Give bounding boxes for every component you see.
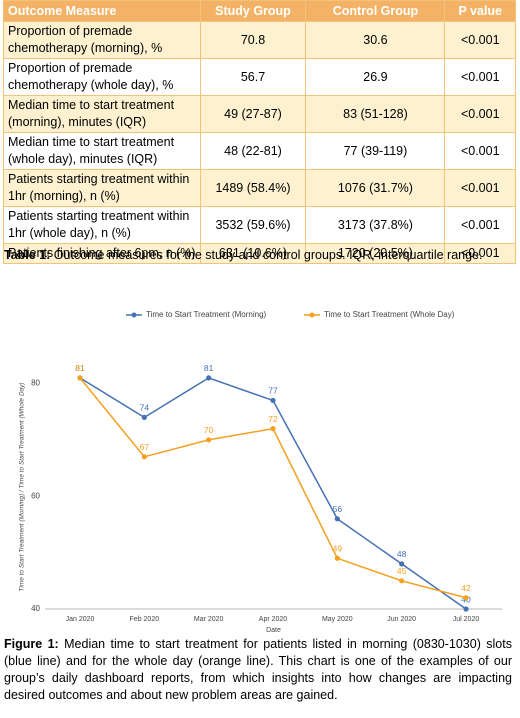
data-label: 42 (461, 583, 471, 593)
data-point (399, 578, 405, 584)
x-axis-label: Date (266, 627, 281, 634)
table-row: Patients starting treatment within 1hr (… (3, 206, 516, 244)
table-cell: 631 (10.6%) (199, 243, 307, 264)
data-point (399, 561, 405, 567)
table-cell: Study Group (199, 0, 307, 22)
table-row: Median time to start treatment (whole da… (3, 132, 516, 170)
table-cell: 77 (39-119) (305, 132, 446, 170)
data-label: 70 (204, 425, 214, 435)
table-cell: 56.7 (199, 58, 307, 96)
table-cell: 3173 (37.8%) (305, 206, 446, 244)
legend-label: Time to Start Treatment (Whole Day) (324, 310, 455, 319)
x-tick-label: Jul 2020 (453, 616, 480, 623)
caption-label: Figure 1: (4, 637, 59, 651)
y-tick-label: 80 (31, 379, 40, 388)
data-label: 67 (140, 442, 150, 452)
data-point (141, 454, 147, 460)
data-point (141, 414, 147, 420)
data-label: 45 (397, 566, 407, 576)
table-caption: Table 1: Outcome measures for the study … (4, 248, 514, 262)
x-tick-label: Feb 2020 (130, 616, 160, 623)
table-cell: Median time to start treatment (whole da… (3, 132, 201, 170)
data-point (77, 375, 83, 381)
outcome-table: Outcome Measure Study Group Control Group P… (3, 0, 516, 264)
table-cell: Proportion of premade chemotherapy (whol… (3, 58, 201, 96)
data-label: 48 (397, 549, 407, 559)
data-point (463, 606, 469, 612)
table-cell: 26.9 (305, 58, 446, 96)
data-label: 77 (268, 386, 278, 396)
table-row: Outcome Measure Study Group Control Group P… (3, 0, 516, 22)
y-axis-label: Time to Start Treatment (Morning) / Time… (19, 382, 26, 591)
data-label: 81 (75, 363, 85, 373)
x-tick-label: Jan 2020 (66, 616, 95, 623)
table-cell: 83 (51-128) (305, 95, 446, 133)
data-point (334, 516, 340, 522)
table-cell: Patients starting treatment within 1hr (… (3, 169, 201, 207)
table-cell: <0.001 (444, 58, 516, 96)
table-cell: <0.001 (444, 243, 516, 264)
data-point (334, 555, 340, 561)
table-cell: Control Group (305, 0, 446, 22)
x-tick-label: May 2020 (322, 616, 353, 623)
table-cell: Proportion of premade chemotherapy (morn… (3, 21, 201, 59)
table-cell: Median time to start treatment (morning)… (3, 95, 201, 133)
y-tick-label: 60 (31, 491, 40, 500)
caption-text: Median time to start treatment for patie… (4, 637, 512, 702)
table-cell: 1076 (31.7%) (305, 169, 446, 207)
data-label: 74 (140, 403, 150, 413)
legend-swatch-dot (309, 312, 315, 318)
table-row: Proportion of premade chemotherapy (morn… (3, 21, 516, 59)
caption-label: Table 1: (4, 248, 51, 262)
series-line (79, 377, 467, 599)
table-cell: P value (444, 0, 516, 22)
table-cell: 3532 (59.6%) (199, 206, 307, 244)
legend-label: Time to Start Treatment (Morning) (146, 310, 267, 319)
table-cell: 30.6 (305, 21, 446, 59)
table-cell: <0.001 (444, 21, 516, 59)
table-row: Proportion of premade chemotherapy (whol… (3, 58, 516, 96)
data-point (206, 437, 212, 443)
table-cell: 49 (27-87) (199, 95, 307, 133)
table-cell: Outcome Measure (3, 0, 201, 22)
table-cell: 48 (22-81) (199, 132, 307, 170)
table-cell: Patients finishing after 6pm, n (%) (3, 243, 201, 264)
table-cell: 70.8 (199, 21, 307, 59)
table-row: Patients starting treatment within 1hr (… (3, 169, 516, 207)
data-point (463, 595, 469, 601)
figure-caption: Figure 1: Median time to start treatment… (4, 636, 512, 704)
table-cell: 1489 (58.4%) (199, 169, 307, 207)
chart: 40 60 80 Jan 2020 Feb 2020 Mar 2020 Apr 2020 Ma… (19, 310, 502, 634)
data-label: 72 (268, 414, 278, 424)
data-point (270, 426, 276, 432)
legend-swatch-dot (131, 312, 137, 318)
table-cell: <0.001 (444, 206, 516, 244)
table-cell: <0.001 (444, 132, 516, 170)
table-row: Patients finishing after 6pm, n (%) 631 (… (3, 243, 516, 264)
data-label: 81 (75, 363, 85, 373)
data-label: 56 (333, 504, 343, 514)
caption-text: Outcome measures for the study and contr… (53, 248, 483, 262)
x-tick-label: Jun 2020 (387, 616, 416, 623)
x-tick-label: Mar 2020 (194, 616, 224, 623)
data-label: 81 (204, 363, 214, 373)
table-cell: Patients starting treatment within 1hr (… (3, 206, 201, 244)
table-cell: <0.001 (444, 95, 516, 133)
table-cell: <0.001 (444, 169, 516, 207)
table-row: Median time to start treatment (morning)… (3, 95, 516, 133)
data-point (270, 397, 276, 404)
data-label: 49 (333, 544, 343, 554)
x-tick-label: Apr 2020 (259, 616, 288, 623)
series-line (79, 377, 467, 610)
table-cell: 1720 (20.5%) (305, 243, 446, 264)
data-point (206, 375, 212, 381)
y-tick-label: 40 (31, 604, 40, 613)
